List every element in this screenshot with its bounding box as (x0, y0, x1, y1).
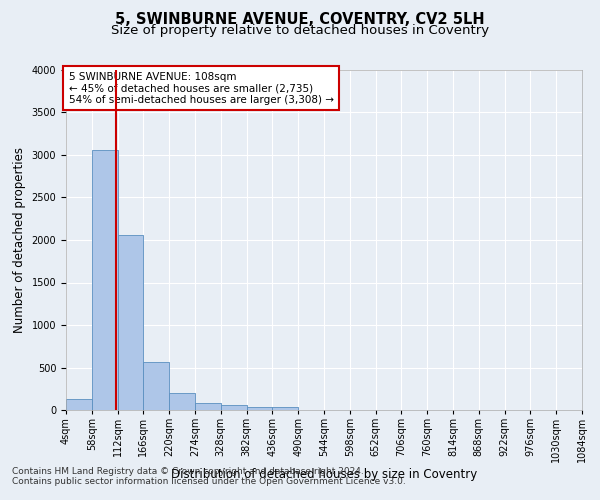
Text: Contains HM Land Registry data © Crown copyright and database right 2024.: Contains HM Land Registry data © Crown c… (12, 467, 364, 476)
Text: Contains public sector information licensed under the Open Government Licence v3: Contains public sector information licen… (12, 477, 406, 486)
Bar (92, 150, 118, 410)
X-axis label: Distribution of detached houses by size in Coventry: Distribution of detached houses by size … (171, 468, 477, 481)
Bar (247, 406, 272, 410)
Text: 5 SWINBURNE AVENUE: 108sqm
← 45% of detached houses are smaller (2,735)
54% of s: 5 SWINBURNE AVENUE: 108sqm ← 45% of deta… (68, 72, 334, 105)
Y-axis label: Number of detached properties: Number of detached properties (13, 147, 26, 333)
Bar (169, 393, 195, 410)
Text: 5, SWINBURNE AVENUE, COVENTRY, CV2 5LH: 5, SWINBURNE AVENUE, COVENTRY, CV2 5LH (115, 12, 485, 28)
Bar (118, 235, 143, 410)
Bar (195, 403, 221, 410)
Text: Size of property relative to detached houses in Coventry: Size of property relative to detached ho… (111, 24, 489, 37)
Bar (272, 406, 298, 410)
Bar (143, 362, 169, 410)
Bar (221, 405, 247, 410)
Bar (66, 399, 92, 410)
